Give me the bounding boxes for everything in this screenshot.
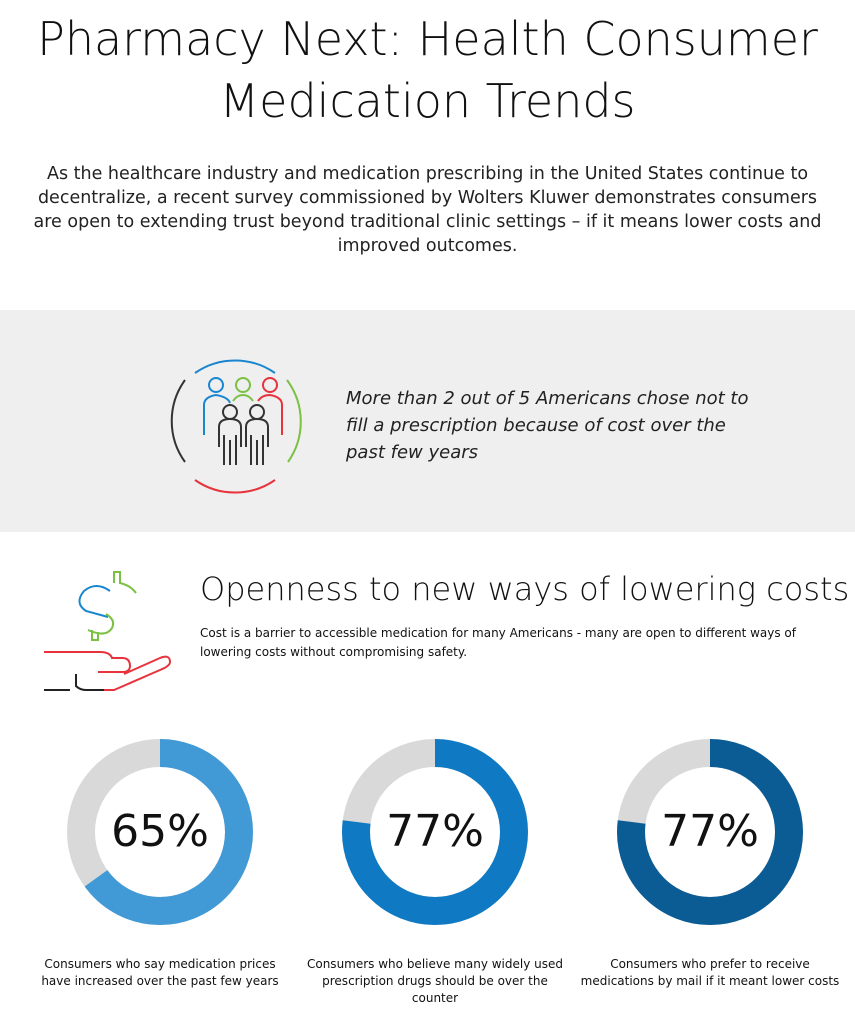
donut-chart-2: 77% [335,732,535,932]
donut-caption-2: Consumers who believe many widely used p… [306,957,563,1005]
intro-paragraph: As the healthcare industry and medicatio… [33,164,822,256]
highlight-stat-text: More than 2 out of 5 Americans chose not… [346,388,749,463]
section-subtext: Cost is a barrier to accessible medicati… [200,626,796,659]
donut-chart-1: 65% [60,732,260,932]
donut-value-segment [617,739,803,925]
highlight-band [0,310,855,532]
donut-svg [342,739,528,925]
donut-value-segment [342,739,528,925]
donut-caption-1: Consumers who say medication prices have… [41,957,279,988]
title-line-2: Medication Trends [219,74,636,128]
donut-svg [67,739,253,925]
donut-label: 77% [661,806,759,857]
title-line-1: Pharmacy Next: Health Consumer [37,12,818,66]
donut-label: 77% [386,806,484,857]
dollar-hand-icon [44,571,172,691]
donut-label: 65% [111,806,209,857]
donut-chart-3: 77% [610,732,810,932]
page-title: Pharmacy Next: Health Consumer Medicatio… [0,8,855,132]
donut-svg [617,739,803,925]
donut-caption-3: Consumers who prefer to receive medicati… [580,957,840,988]
section-heading: Openness to new ways of lowering costs [200,570,850,608]
donut-value-segment [67,739,253,925]
people-group-icon [170,359,302,494]
